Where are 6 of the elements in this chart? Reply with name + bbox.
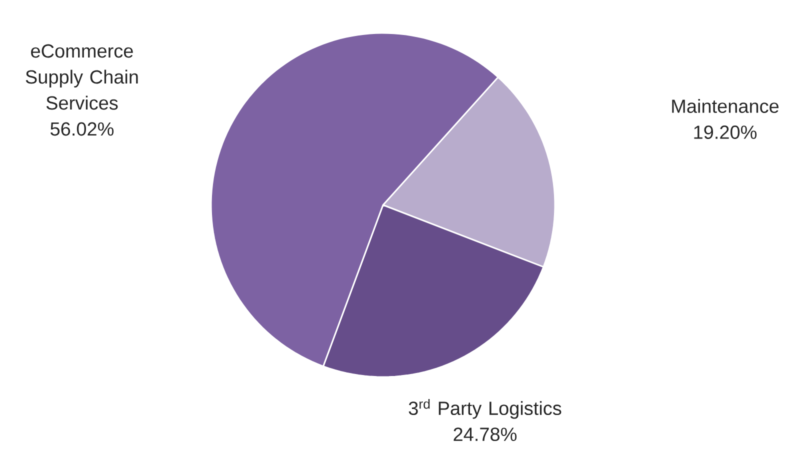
slice-label: 3$^{rd}$ Party Logistics: [408, 398, 562, 419]
data-label: 24.78%: [454, 428, 517, 442]
data-label: 19.20%: [694, 126, 757, 139]
slice-label: eCommerce Supply Chain Services: [26, 44, 138, 110]
slice-label: Maintenance: [672, 99, 779, 113]
data-label: 56.02%: [50, 122, 114, 136]
